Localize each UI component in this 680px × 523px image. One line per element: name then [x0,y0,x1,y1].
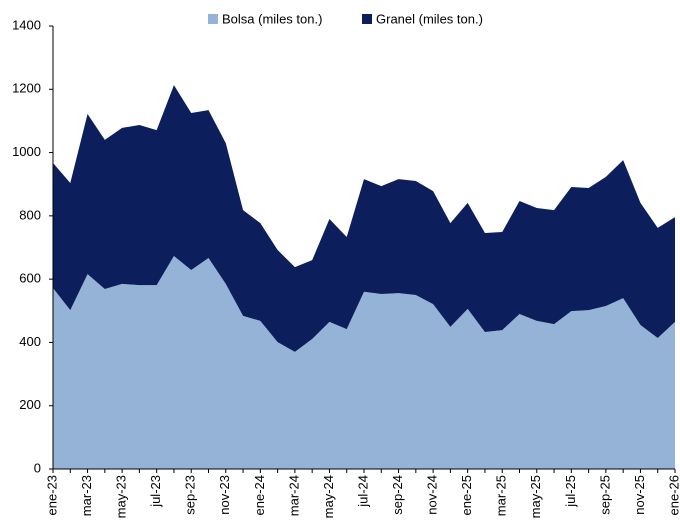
x-tick-label: mar-25 [494,475,509,516]
y-tick-label: 0 [34,460,41,475]
x-tick-label: sep-23 [183,475,198,515]
x-tick-label: sep-25 [597,475,612,515]
x-tick-label: nov-25 [632,475,647,515]
y-tick-label: 400 [19,334,41,349]
x-tick-label: may-23 [114,475,129,518]
legend-swatch [208,14,218,24]
y-tick-label: 800 [19,207,41,222]
legend-swatch [362,14,372,24]
x-tick-label: ene-23 [44,475,59,515]
x-tick-label: jul-23 [148,475,163,508]
x-tick-label: sep-24 [390,475,405,515]
area [53,85,675,352]
x-tick-label: nov-23 [217,475,232,515]
y-tick-label: 1200 [12,81,41,96]
x-tick-label: may-24 [321,475,336,518]
x-tick-label: nov-24 [425,475,440,515]
legend-label: Bolsa (miles ton.) [222,11,322,26]
x-tick-label: may-25 [528,475,543,518]
x-tick-label: jul-24 [355,475,370,508]
x-tick-label: mar-24 [286,475,301,516]
y-tick-label: 1000 [12,144,41,159]
x-tick-label: ene-24 [252,475,267,515]
y-tick-label: 200 [19,397,41,412]
x-tick-label: mar-23 [79,475,94,516]
x-tick-label: jul-25 [563,475,578,508]
legend-label: Granel (miles ton.) [376,11,483,26]
x-tick-label: ene-26 [666,475,680,515]
x-tick-label: ene-25 [459,475,474,515]
y-tick-label: 1400 [12,17,41,32]
area [53,256,675,469]
y-tick-label: 600 [19,271,41,286]
